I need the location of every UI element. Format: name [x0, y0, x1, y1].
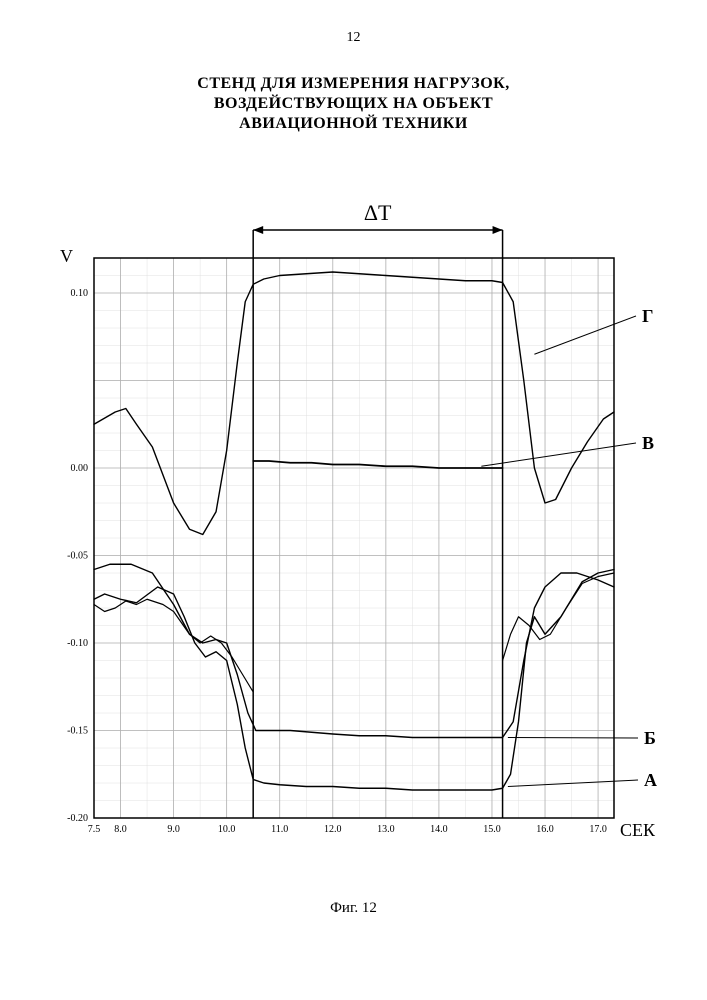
figure-caption: Фиг. 12 — [0, 900, 707, 917]
svg-text:8.0: 8.0 — [114, 824, 127, 835]
svg-text:9.0: 9.0 — [167, 824, 180, 835]
title-line-2: ВОЗДЕЙСТВУЮЩИХ НА ОБЪЕКТ — [0, 94, 707, 114]
svg-text:10.0: 10.0 — [218, 824, 236, 835]
series-label-Б: Б — [644, 728, 656, 749]
svg-text:13.0: 13.0 — [377, 824, 395, 835]
title-line-3: АВИАЦИОННОЙ ТЕХНИКИ — [0, 114, 707, 134]
svg-text:12.0: 12.0 — [324, 824, 342, 835]
svg-text:15.0: 15.0 — [483, 824, 501, 835]
svg-text:17.0: 17.0 — [589, 824, 607, 835]
svg-text:-0.05: -0.05 — [67, 551, 88, 562]
y-axis-label: V — [60, 246, 73, 267]
x-axis-label: СЕК — [620, 820, 655, 841]
chart: 7.5 8.0 9.0 10.0 11.0 12.0 13.0 14.0 15.0 16.0 17.… — [54, 198, 654, 858]
series-label-Г: Г — [642, 306, 653, 327]
svg-text:16.0: 16.0 — [536, 824, 554, 835]
svg-text:-0.10: -0.10 — [67, 638, 88, 649]
series-label-А: А — [644, 770, 657, 791]
series-label-В: В — [642, 433, 654, 454]
chart-svg: 7.5 8.0 9.0 10.0 11.0 12.0 13.0 14.0 15.0 16.0 17.… — [54, 198, 654, 858]
delta-t-label: ΔT — [364, 200, 392, 226]
svg-text:-0.15: -0.15 — [67, 726, 88, 737]
svg-text:7.5: 7.5 — [88, 824, 101, 835]
title-line-1: СТЕНД ДЛЯ ИЗМЕРЕНИЯ НАГРУЗОК, — [0, 74, 707, 94]
svg-text:-0.20: -0.20 — [67, 813, 88, 824]
svg-text:0.10: 0.10 — [71, 288, 89, 299]
page-number: 12 — [0, 30, 707, 46]
page-title: СТЕНД ДЛЯ ИЗМЕРЕНИЯ НАГРУЗОК, ВОЗДЕЙСТВУ… — [0, 74, 707, 134]
svg-text:11.0: 11.0 — [271, 824, 288, 835]
svg-text:0.00: 0.00 — [71, 463, 89, 474]
svg-text:14.0: 14.0 — [430, 824, 448, 835]
